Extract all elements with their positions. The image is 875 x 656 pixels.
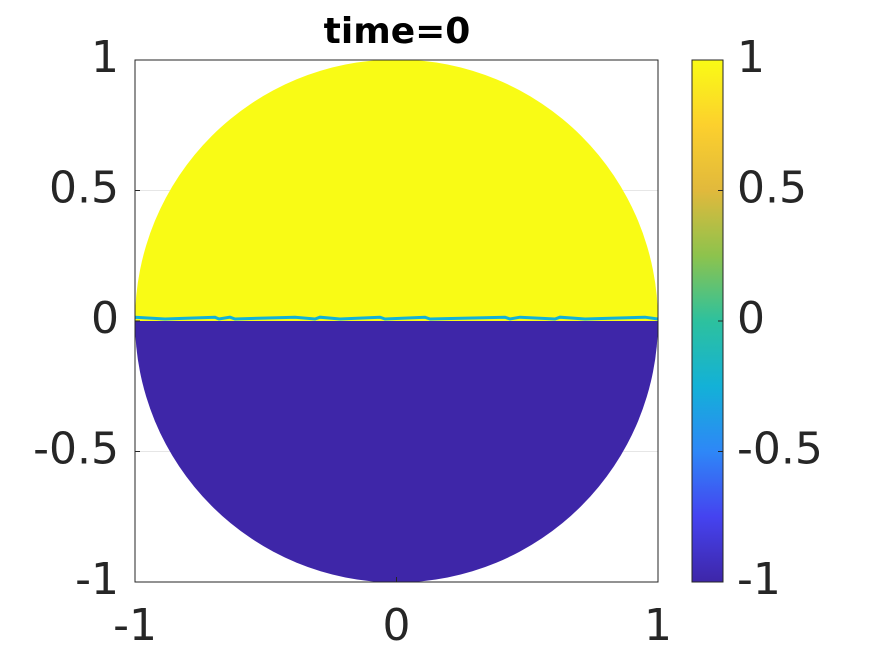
interface: [135, 315, 658, 321]
x-tick-label: 1: [644, 600, 672, 651]
y-tick-label: -1: [75, 554, 119, 605]
colorbar-tick-label: -1: [737, 554, 781, 605]
x-tick-label: -1: [113, 600, 157, 651]
x-tick-label: 0: [383, 600, 411, 651]
colorbar-tick-label: 0.5: [737, 163, 807, 214]
disk: [135, 60, 658, 582]
y-tick-label: -0.5: [33, 424, 119, 475]
colorbar: [691, 59, 724, 583]
colorbar-tick-label: 1: [737, 32, 765, 83]
chart-title: time=0: [324, 11, 471, 52]
colorbar-tick-label: -0.5: [737, 424, 823, 475]
y-tick-label: 1: [91, 32, 119, 83]
y-tick-label: 0.5: [49, 163, 119, 214]
y-tick-label: 0: [91, 293, 119, 344]
colorbar-tick-label: 0: [737, 293, 765, 344]
